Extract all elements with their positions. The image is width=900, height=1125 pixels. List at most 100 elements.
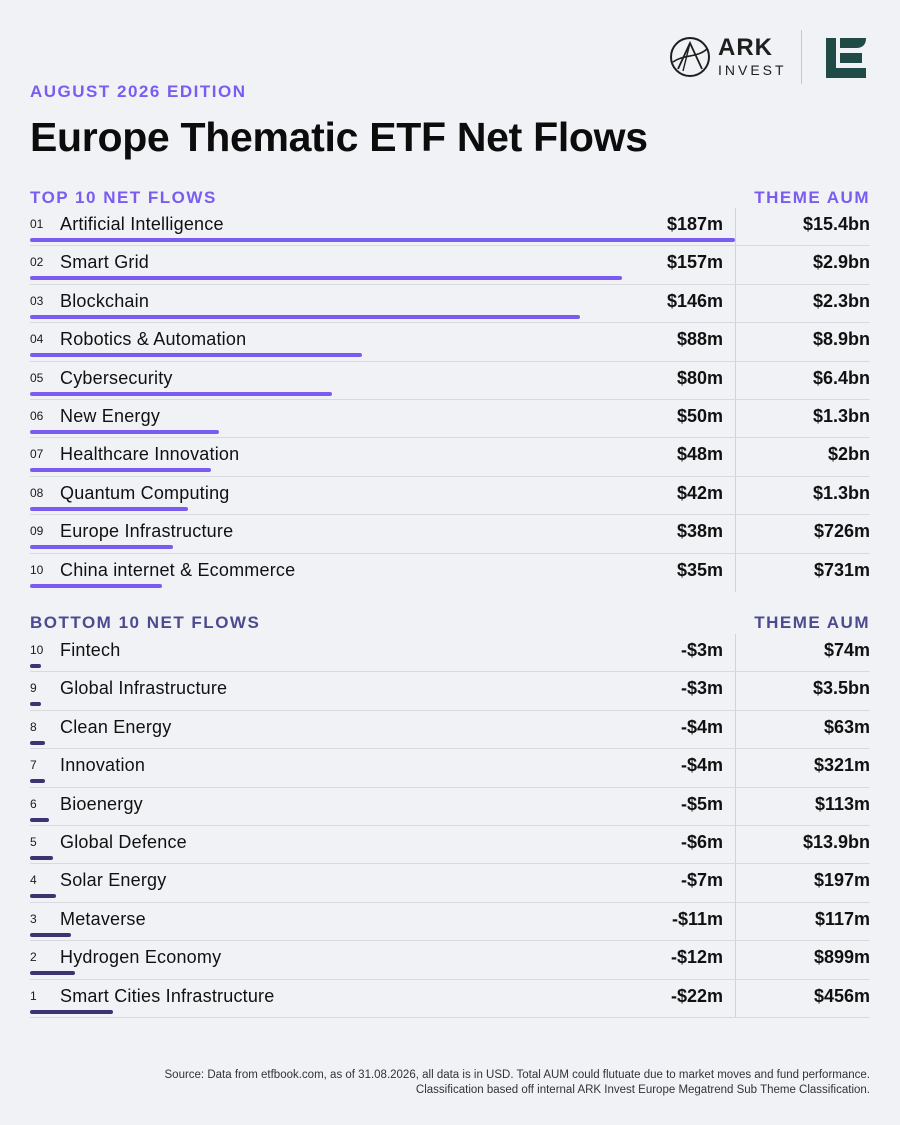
table-row: 04 Robotics & Automation $88m $8.9bn — [30, 323, 870, 362]
table-row: 08 Quantum Computing $42m $1.3bn — [30, 476, 870, 516]
column-divider — [735, 787, 736, 826]
table-row: 09 Europe Infrastructure $38m $726m — [30, 515, 870, 554]
theme-aum-value: $13.9bn — [802, 831, 870, 852]
flow-bar — [30, 429, 219, 434]
rank-number: 06 — [30, 408, 44, 423]
footnote-line-2: Classification based off internal ARK In… — [415, 1084, 870, 1096]
column-divider — [735, 672, 736, 711]
row-separator — [30, 437, 870, 439]
row-separator — [30, 552, 870, 554]
footnote-line-1: Source: Data from etfbook.com, as of 31.… — [164, 1069, 871, 1081]
table-row: 2 Hydrogen Economy -$12m $899m — [30, 941, 870, 980]
flow-bar — [30, 971, 76, 976]
column-divider — [735, 438, 736, 477]
table-row: 10 Fintech -$3m $74m — [30, 634, 870, 673]
invest-wordmark: INVEST — [718, 62, 787, 78]
net-flow-value: -$6m — [680, 831, 723, 852]
column-divider — [735, 864, 736, 903]
table-row: 7 Innovation -$4m $321m — [30, 749, 870, 788]
flow-bar — [30, 932, 72, 937]
row-separator — [30, 671, 870, 673]
row-separator — [30, 1016, 870, 1018]
rank-number: 01 — [30, 217, 44, 231]
flow-bar — [30, 664, 42, 668]
theme-name: China internet & Ecommerce — [60, 559, 296, 580]
row-separator — [30, 786, 870, 788]
theme-name: Clean Energy — [60, 716, 172, 737]
theme-aum-value: $113m — [814, 793, 870, 814]
rank-number: 10 — [30, 562, 44, 577]
theme-aum-value: $2bn — [827, 444, 870, 465]
net-flow-value: $88m — [676, 329, 723, 350]
column-divider — [735, 553, 736, 592]
bottom-section-label: BOTTOM 10 NET FLOWS — [30, 613, 261, 632]
rank-number: 8 — [30, 719, 37, 734]
top-section-label: TOP 10 NET FLOWS — [30, 188, 217, 207]
net-flow-value: $35m — [676, 559, 723, 580]
net-flow-value: -$3m — [680, 678, 723, 699]
theme-aum-value: $321m — [813, 755, 870, 776]
theme-name: Blockchain — [60, 290, 150, 311]
column-divider — [735, 710, 736, 750]
row-separator — [30, 475, 870, 477]
net-flow-value: $146m — [666, 290, 723, 311]
row-separator — [30, 863, 870, 865]
net-flow-value: -$4m — [680, 755, 723, 776]
flow-bar — [30, 740, 46, 745]
bottom-aum-label: THEME AUM — [754, 613, 870, 632]
row-separator — [30, 283, 870, 285]
rank-number: 4 — [30, 873, 37, 888]
net-flow-value: -$4m — [680, 716, 723, 737]
flow-bar — [30, 817, 49, 822]
theme-aum-value: $726m — [813, 521, 870, 542]
net-flow-value: $42m — [676, 482, 723, 503]
theme-aum-value: $74m — [823, 640, 870, 660]
flow-bar — [30, 391, 332, 396]
column-divider — [735, 208, 736, 247]
theme-aum-value: $456m — [813, 985, 870, 1006]
column-divider — [735, 246, 736, 285]
net-flow-value: -$12m — [670, 947, 723, 968]
source-footnote: Source: Data from etfbook.com, as of 31.… — [50, 1068, 871, 1098]
net-flow-value: -$11m — [671, 908, 723, 929]
table-row: 03 Blockchain $146m $2.3bn — [30, 284, 870, 324]
flow-bar — [30, 855, 53, 860]
table-row: 07 Healthcare Innovation $48m $2bn — [30, 438, 870, 477]
rank-number: 6 — [30, 796, 37, 811]
flow-bar — [30, 779, 46, 784]
flow-bar — [30, 583, 162, 588]
theme-name: Global Infrastructure — [60, 678, 228, 699]
theme-name: Bioenergy — [60, 793, 143, 814]
column-divider — [735, 515, 736, 554]
column-divider — [735, 902, 736, 942]
net-flow-value: -$5m — [680, 793, 723, 814]
column-divider — [735, 749, 736, 788]
net-flow-value: $80m — [676, 367, 723, 388]
net-flow-value: -$22m — [670, 985, 723, 1006]
flow-bar — [30, 702, 42, 707]
flow-bar — [30, 314, 581, 319]
table-row: 8 Clean Energy -$4m $63m — [30, 710, 870, 750]
column-divider — [735, 399, 736, 439]
row-separator — [30, 398, 870, 400]
net-flow-value: $48m — [676, 444, 723, 465]
flow-bar — [30, 894, 57, 899]
net-flow-value: $157m — [666, 252, 723, 273]
e-brand-logo-icon — [826, 38, 866, 78]
row-separator — [30, 901, 870, 903]
table-row: 5 Global Defence -$6m $13.9bn — [30, 825, 870, 865]
rank-number: 09 — [30, 524, 44, 539]
rank-number: 3 — [30, 911, 37, 926]
rank-number: 04 — [30, 332, 44, 347]
row-separator — [30, 748, 870, 750]
table-row: 06 New Energy $50m $1.3bn — [30, 399, 870, 439]
column-divider — [735, 941, 736, 980]
theme-aum-value: $731m — [813, 559, 870, 580]
rank-number: 2 — [30, 950, 37, 965]
theme-aum-value: $3.5bn — [812, 678, 870, 699]
rank-number: 02 — [30, 255, 44, 270]
theme-name: Hydrogen Economy — [60, 947, 222, 968]
theme-aum-value: $1.3bn — [812, 405, 870, 426]
net-flow-value: -$7m — [680, 870, 723, 891]
flow-bar — [30, 1009, 113, 1014]
